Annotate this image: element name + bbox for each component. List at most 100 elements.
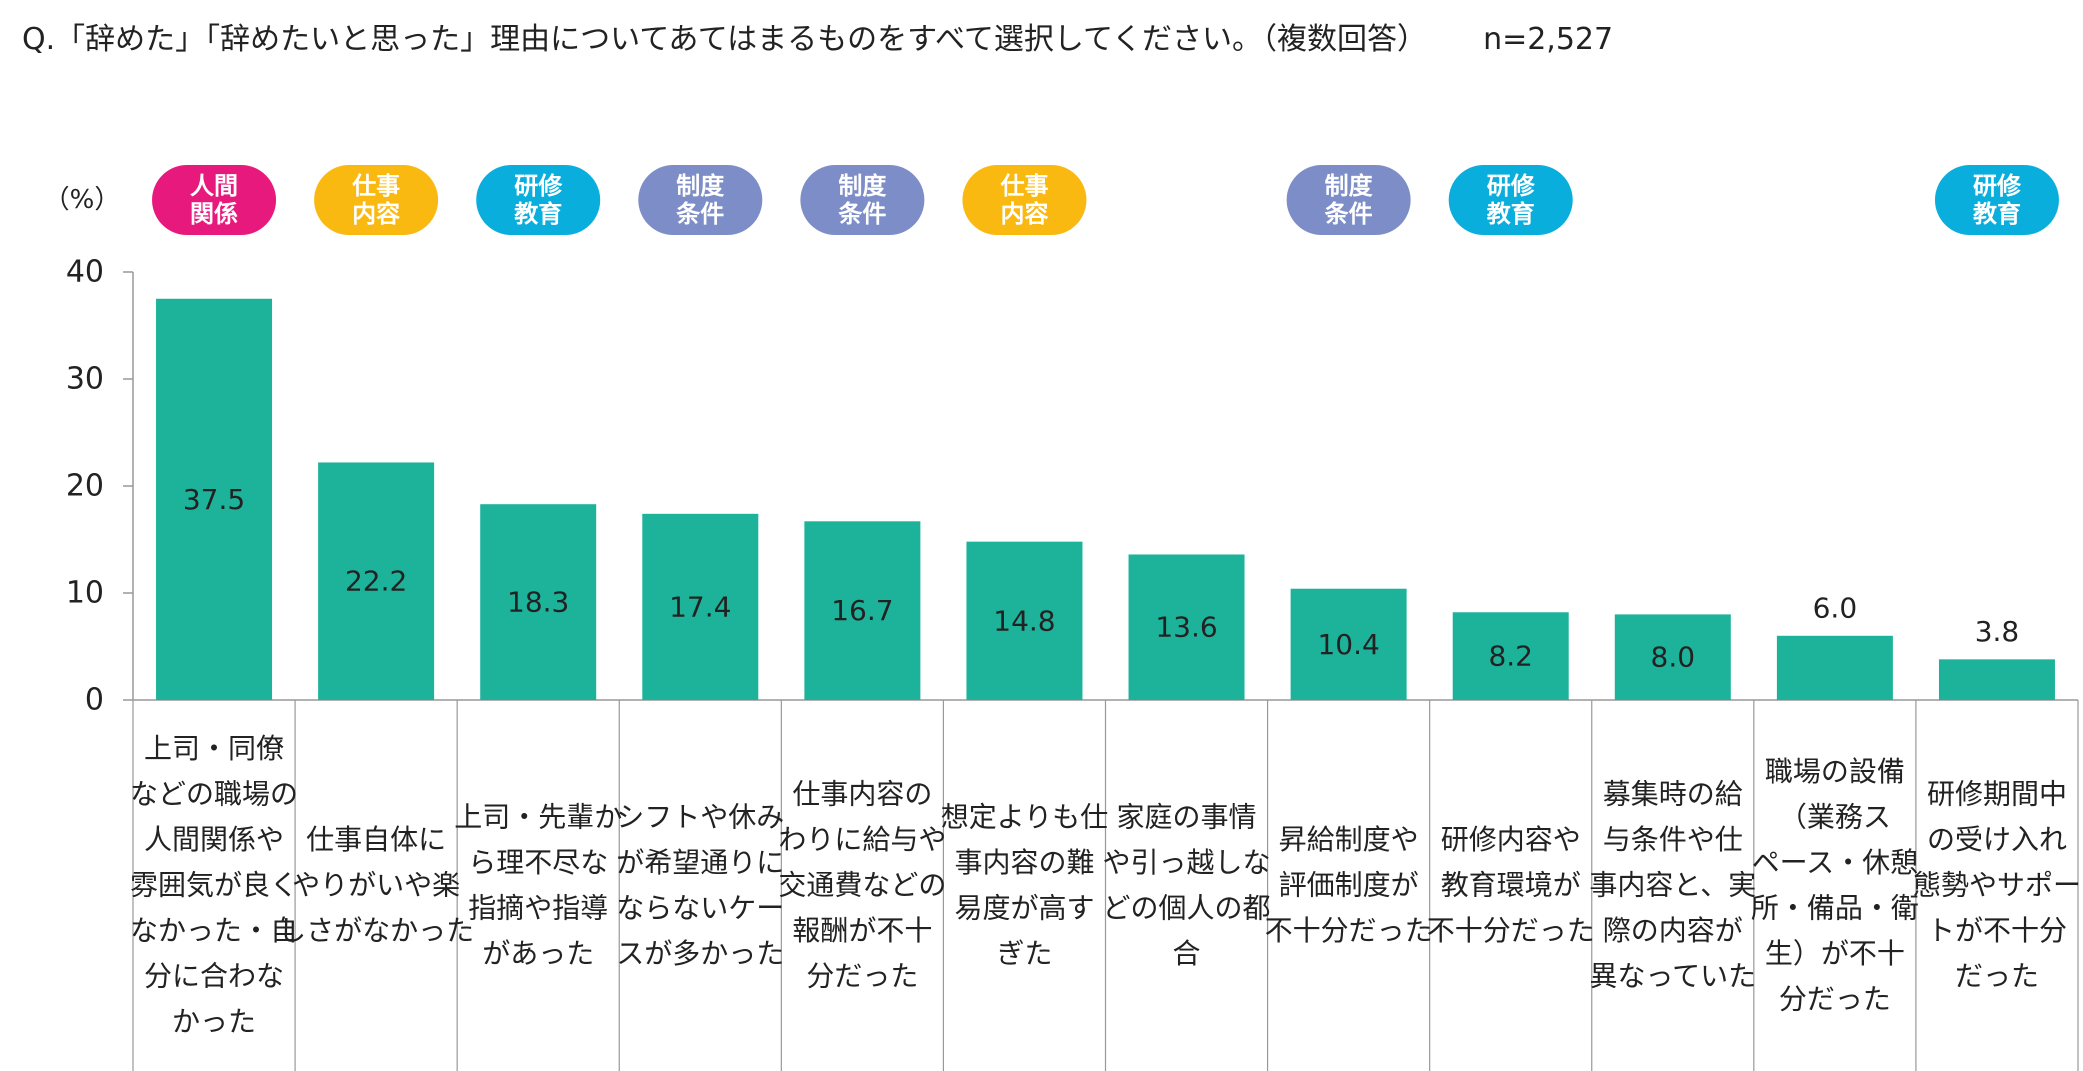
category-tag-kenshu — [1448, 165, 1573, 235]
category-label: が希望通りに — [616, 846, 784, 879]
category-tag-label: 仕事 — [351, 172, 400, 200]
bar — [1938, 659, 2055, 700]
category-tag-label: 制度 — [838, 172, 887, 200]
category-label: 合 — [1173, 937, 1201, 970]
bar — [1776, 635, 1893, 700]
category-tag-label: 内容 — [352, 200, 400, 228]
category-label: トが不十分 — [1927, 914, 2067, 947]
y-tick-label: 40 — [66, 255, 104, 290]
category-tag-label: 研修 — [514, 172, 563, 200]
bar — [318, 462, 435, 700]
question-text: Q.「辞めた」「辞めたいと思った」理由についてあてはまるものをすべて選択してくだ… — [22, 22, 1428, 57]
y-tick-label: 20 — [66, 469, 104, 504]
category-label: 評価制度が — [1279, 869, 1419, 902]
category-label: かった — [172, 1005, 256, 1038]
category-tag-kenshu — [476, 165, 601, 235]
category-tag-label: 仕事 — [999, 172, 1048, 200]
value-label: 17.4 — [669, 590, 731, 623]
question-title: Q.「辞めた」「辞めたいと思った」理由についてあてはまるものをすべて選択してくだ… — [22, 14, 1613, 58]
category-tag-label: 研修 — [1973, 172, 2022, 200]
category-label: 指摘や指導 — [468, 891, 608, 924]
category-label: 与条件や仕 — [1603, 823, 1743, 856]
y-tick-label: 10 — [66, 576, 104, 611]
category-tag-label: 制度 — [676, 172, 725, 200]
category-label: ぎた — [996, 937, 1052, 970]
category-label: などの職場の — [130, 778, 298, 811]
category-tag-label: 制度 — [1325, 172, 1374, 200]
category-label: 昇給制度や — [1279, 823, 1419, 856]
category-label: 分だった — [1779, 982, 1891, 1015]
value-label: 8.2 — [1488, 640, 1533, 673]
bar — [642, 513, 759, 700]
category-tag-kenshu — [1934, 165, 2059, 235]
bar — [480, 504, 597, 700]
category-label: 分だった — [806, 960, 918, 993]
value-label: 10.4 — [1317, 628, 1379, 661]
category-tag-shigoto — [962, 165, 1087, 235]
category-tag-shigoto — [314, 165, 439, 235]
bar — [156, 298, 273, 700]
category-tag-label: 人間 — [190, 172, 238, 200]
category-tag-label: 研修 — [1487, 172, 1536, 200]
sample-size: n=2,527 — [1483, 22, 1614, 57]
value-label: 14.8 — [993, 604, 1055, 637]
value-label: 22.2 — [345, 565, 407, 598]
category-label: 上司・先輩か — [454, 800, 622, 833]
category-label: （業務ス — [1779, 800, 1891, 833]
category-label: 報酬が不十 — [792, 914, 932, 947]
category-label: やりがいや楽 — [292, 869, 460, 902]
category-label: があった — [482, 937, 594, 970]
category-tag-seido — [638, 165, 763, 235]
category-tag-seido — [1286, 165, 1411, 235]
category-label: 事内容の難 — [954, 846, 1094, 879]
category-tag-label: 条件 — [676, 200, 724, 228]
category-label: 研修期間中 — [1927, 778, 2067, 811]
bar — [1290, 588, 1407, 700]
category-label: 交通費などの — [778, 869, 946, 902]
category-label: 態勢やサポー — [1913, 869, 2081, 902]
category-label: 事内容と、実 — [1589, 869, 1756, 902]
bar — [804, 521, 921, 700]
category-tag-seido — [800, 165, 925, 235]
bar — [966, 541, 1083, 700]
category-label: だった — [1955, 960, 2039, 993]
category-label: の受け入れ — [1927, 823, 2067, 856]
category-label: スが多かった — [616, 937, 784, 970]
category-label: 仕事自体に — [306, 823, 446, 856]
category-label: 分に合わな — [144, 960, 284, 993]
category-label: 所・備品・衛 — [1751, 891, 1919, 924]
category-label: 仕事内容の — [792, 778, 932, 811]
category-label: 家庭の事情 — [1117, 800, 1257, 833]
category-tag-label: 教育 — [1487, 200, 1535, 228]
category-tag-jinkan — [152, 165, 277, 235]
category-label: ならないケー — [616, 891, 784, 924]
category-label: 教育環境が — [1441, 869, 1581, 902]
category-label: どの個人の都 — [1103, 891, 1271, 924]
category-label: 異なっていた — [1589, 960, 1756, 993]
category-label: わりに給与や — [778, 823, 946, 856]
category-tag-label: 内容 — [1000, 200, 1048, 228]
value-label: 3.8 — [1975, 615, 2020, 648]
category-label: 研修内容や — [1441, 823, 1581, 856]
bar — [1128, 554, 1245, 700]
value-label: 37.5 — [183, 483, 245, 516]
category-label: 際の内容が — [1603, 914, 1743, 947]
category-label: ら理不尽な — [468, 846, 608, 879]
category-label: 生）が不十 — [1765, 937, 1905, 970]
category-label: 雰囲気が良く — [130, 869, 298, 902]
y-tick-label: 30 — [66, 362, 104, 397]
category-tag-label: 教育 — [514, 200, 562, 228]
category-tag-label: 関係 — [190, 200, 238, 228]
bar — [1614, 614, 1731, 700]
category-label: しさがなかった — [278, 914, 474, 947]
category-label: 職場の設備 — [1765, 755, 1905, 788]
category-label: 募集時の給 — [1603, 778, 1743, 811]
category-tag-label: 教育 — [1973, 200, 2021, 228]
category-tag-label: 条件 — [838, 200, 886, 228]
category-label: 不十分だった — [1265, 914, 1433, 947]
y-tick-label: 0 — [85, 683, 104, 718]
category-label: や引っ越しな — [1103, 846, 1271, 879]
category-label: ペース・休憩 — [1752, 846, 1919, 879]
category-label: シフトや休み — [616, 800, 784, 833]
